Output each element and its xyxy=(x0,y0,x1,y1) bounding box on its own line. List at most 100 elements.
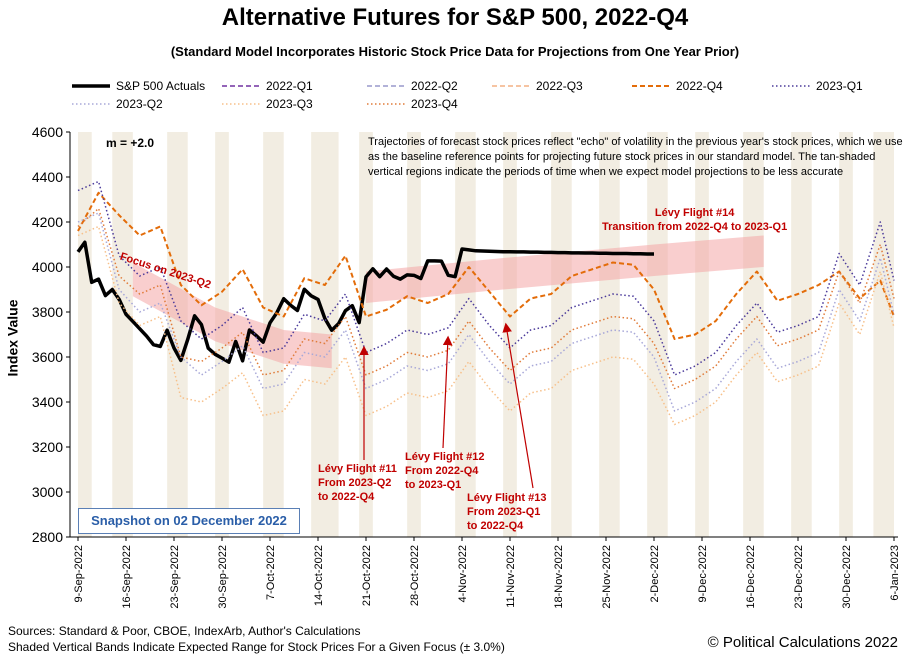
shaded-band xyxy=(551,132,572,537)
shaded-band xyxy=(839,132,853,537)
levy13-line1: Lévy Flight #13 xyxy=(467,492,547,504)
x-tick-label: 9-Sep-2022 xyxy=(73,545,85,603)
x-tick-label: 30-Sep-2022 xyxy=(217,545,229,609)
legend-swatch-icon xyxy=(72,84,110,88)
levy-flight-13-annotation: Lévy Flight #13 From 2023-Q1 to 2022-Q4 xyxy=(467,491,546,533)
levy13-line2: From 2023-Q1 xyxy=(467,506,541,518)
x-tick-label: 16-Sep-2022 xyxy=(121,545,133,609)
series-group xyxy=(76,180,895,426)
x-tick-label: 4-Nov-2022 xyxy=(457,545,469,602)
levy-flight-11-annotation: Lévy Flight #11 From 2023-Q2 to 2022-Q4 xyxy=(318,462,397,504)
x-tick-label: 21-Oct-2022 xyxy=(361,545,373,606)
note-annotation: Trajectories of forecast stock prices re… xyxy=(368,136,903,178)
y-tick-label: 4400 xyxy=(32,169,63,185)
y-tick-label: 3400 xyxy=(32,394,63,410)
shaded-band xyxy=(359,132,373,537)
levy12-line1: Lévy Flight #12 xyxy=(405,451,485,463)
legend-swatch-icon xyxy=(492,85,530,87)
levy11-line2: From 2023-Q2 xyxy=(318,477,392,489)
copyright: © Political Calculations 2022 xyxy=(707,634,898,651)
legend-label: 2023-Q2 xyxy=(116,97,163,111)
legend-item: S&P 500 Actuals xyxy=(70,78,205,94)
x-tick-label: 7-Oct-2022 xyxy=(265,545,277,600)
legend-swatch-icon xyxy=(632,85,670,87)
x-tick-label: 25-Nov-2022 xyxy=(601,545,613,609)
levy-flight-14-band xyxy=(366,235,764,303)
y-tick-label: 3000 xyxy=(32,484,63,500)
levy-flight-14-annotation: Lévy Flight #14 Transition from 2022-Q4 … xyxy=(602,206,787,234)
levy14-line1: Lévy Flight #14 xyxy=(654,207,735,219)
legend-item: 2023-Q4 xyxy=(365,96,458,112)
x-tick-label: 23-Dec-2022 xyxy=(793,545,805,609)
levy13-line3: to 2022-Q4 xyxy=(467,520,524,532)
shaded-band xyxy=(503,132,517,537)
legend-label: 2023-Q4 xyxy=(411,97,458,111)
axes: 2800 3000 3200 3400 3600 3800 4000 4200 4400 4600… xyxy=(32,124,901,609)
levy-arrow xyxy=(442,335,453,449)
series-line-2023-q4 xyxy=(77,207,895,390)
y-tick-label: 3800 xyxy=(32,304,63,320)
shaded-band xyxy=(599,132,620,537)
x-tick-label: 9-Dec-2022 xyxy=(697,545,709,602)
y-axis-label: Index Value xyxy=(4,299,21,377)
series-line-2023-q2 xyxy=(77,212,895,412)
x-tick-label: 30-Dec-2022 xyxy=(841,545,853,609)
series-line-2023-q3 xyxy=(77,225,895,426)
x-tick-label: 18-Nov-2022 xyxy=(553,545,565,609)
x-tick-label: 28-Oct-2022 xyxy=(409,545,421,606)
y-tick-label: 4000 xyxy=(32,259,63,275)
annotation-arrows xyxy=(359,322,534,489)
legend-item: 2022-Q2 xyxy=(365,78,458,94)
slope-annotation: m = +2.0 xyxy=(106,136,155,150)
levy11-line3: to 2022-Q4 xyxy=(318,491,375,503)
legend-item: 2022-Q4 xyxy=(630,78,723,94)
series-line-s-p-500-actuals xyxy=(76,240,654,364)
levy12-line3: to 2023-Q1 xyxy=(405,479,462,491)
legend-item: 2023-Q2 xyxy=(70,96,163,112)
legend-item: 2022-Q1 xyxy=(220,78,313,94)
x-tick-label: 23-Sep-2022 xyxy=(169,545,181,609)
legend-item: 2022-Q3 xyxy=(490,78,583,94)
focus-band xyxy=(132,262,332,369)
legend-label: S&P 500 Actuals xyxy=(116,79,206,93)
levy-flight-12-annotation: Lévy Flight #12 From 2022-Q4 to 2023-Q1 xyxy=(405,450,484,492)
x-tick-label: 14-Oct-2022 xyxy=(313,545,325,606)
y-tick-label: 4600 xyxy=(32,124,63,140)
series-line-2023-q1 xyxy=(77,180,895,376)
levy12-line2: From 2022-Q4 xyxy=(405,465,479,477)
series-line-2022-q4 xyxy=(77,191,895,340)
y-tick-label: 2800 xyxy=(32,529,63,545)
shaded-band xyxy=(455,132,476,537)
shaded-band xyxy=(167,132,188,537)
sources-text: Sources: Standard & Poor, CBOE, IndexArb… xyxy=(8,624,361,638)
legend: S&P 500 Actuals 2022-Q1 2022-Q2 2022-Q3 2022… xyxy=(70,78,900,114)
levy11-line1: Lévy Flight #11 xyxy=(318,463,397,475)
legend-label: 2022-Q4 xyxy=(676,79,723,93)
bands-note: Shaded Vertical Bands Indicate Expected … xyxy=(8,640,505,654)
x-tick-label: 16-Dec-2022 xyxy=(745,545,757,609)
legend-swatch-icon xyxy=(367,85,405,87)
x-tick-label: 6-Jan-2023 xyxy=(889,545,901,601)
x-tick-label: 2-Dec-2022 xyxy=(649,545,661,602)
levy-arrow xyxy=(502,322,534,489)
shaded-band xyxy=(695,132,709,537)
shaded-band xyxy=(743,132,764,537)
legend-label: 2022-Q2 xyxy=(411,79,458,93)
legend-label: 2022-Q3 xyxy=(536,79,583,93)
legend-swatch-icon xyxy=(222,85,260,87)
chart-subtitle: (Standard Model Incorporates Historic St… xyxy=(170,44,740,59)
chart-title: Alternative Futures for S&P 500, 2022-Q4 xyxy=(221,4,689,31)
legend-label: 2023-Q3 xyxy=(266,97,313,111)
y-tick-label: 3200 xyxy=(32,439,63,455)
legend-label: 2022-Q1 xyxy=(266,79,313,93)
shaded-band xyxy=(407,132,421,537)
snapshot-label: Snapshot on 02 December 2022 xyxy=(78,508,300,534)
shaded-band xyxy=(112,132,133,537)
legend-item: 2023-Q1 xyxy=(770,78,863,94)
shaded-band xyxy=(78,132,92,537)
legend-label: 2023-Q1 xyxy=(816,79,863,93)
y-tick-label: 4200 xyxy=(32,214,63,230)
levy14-line2: Transition from 2022-Q4 to 2023-Q1 xyxy=(602,221,788,233)
y-tick-label: 3600 xyxy=(32,349,63,365)
